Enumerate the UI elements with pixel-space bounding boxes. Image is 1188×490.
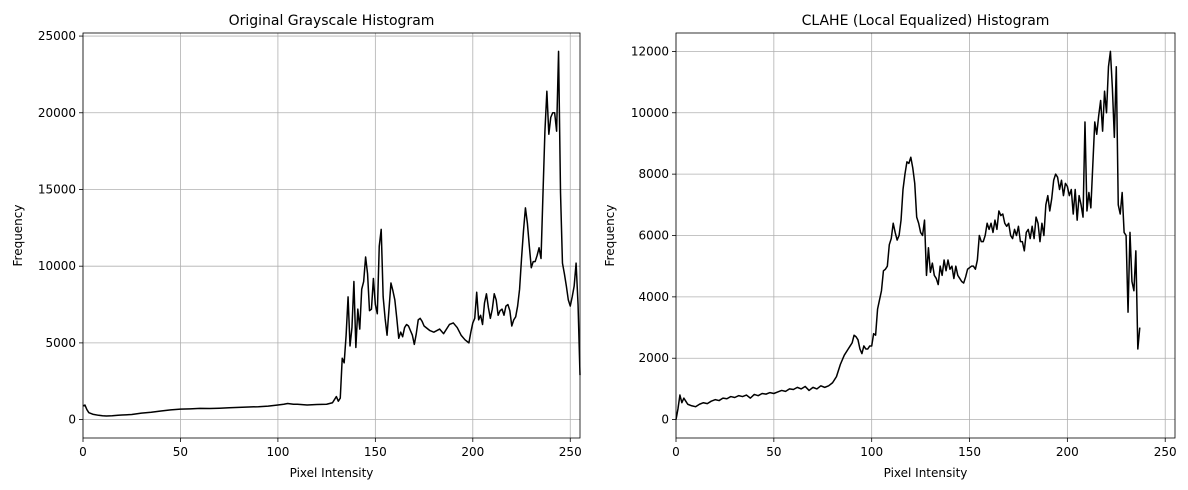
- series-line-clahe: [675, 50, 1141, 420]
- chart-title-original: Original Grayscale Histogram: [229, 13, 435, 29]
- ticks-clahe: 0 50 100 150 200 250 0 2000 4000 6000 8000 10000 120…: [631, 44, 1177, 459]
- ticks-original: 0 50 100 150 200 250 0 5000 10000 15000 20000 25000: [38, 29, 582, 459]
- grid-original: [82, 33, 580, 438]
- x-axis-label-clahe: Pixel Intensity: [884, 466, 968, 480]
- y-tick-label: 0: [661, 413, 669, 427]
- y-tick-label: 6000: [638, 229, 669, 243]
- series-line-original: [82, 50, 581, 417]
- y-tick-label: 20000: [38, 106, 76, 120]
- x-tick-label: 0: [672, 445, 680, 459]
- axes-frame-clahe: [675, 32, 1176, 439]
- chart-title-clahe: CLAHE (Local Equalized) Histogram: [802, 13, 1050, 29]
- x-tick-label: 50: [173, 445, 188, 459]
- x-tick-label: 200: [461, 445, 484, 459]
- x-tick-label: 100: [266, 445, 289, 459]
- y-tick-label: 0: [68, 413, 76, 427]
- y-tick-label: 5000: [45, 336, 76, 350]
- y-axis-label-original: Frequency: [11, 205, 25, 267]
- y-tick-label: 12000: [631, 44, 669, 58]
- y-tick-label: 8000: [638, 167, 669, 181]
- x-tick-label: 250: [559, 445, 582, 459]
- y-tick-label: 2000: [638, 351, 669, 365]
- panel-original-histogram: 0 50 100 150 200 250 0 5000 10000 15000 20000 25000…: [11, 13, 582, 480]
- x-tick-label: 150: [958, 445, 981, 459]
- y-tick-label: 25000: [38, 29, 76, 43]
- axes-frame-original: [82, 32, 581, 439]
- x-tick-label: 0: [79, 445, 87, 459]
- y-tick-label: 4000: [638, 290, 669, 304]
- x-tick-label: 250: [1154, 445, 1177, 459]
- x-tick-label: 200: [1056, 445, 1079, 459]
- y-tick-label: 15000: [38, 182, 76, 196]
- y-tick-label: 10000: [631, 106, 669, 120]
- x-tick-label: 100: [860, 445, 883, 459]
- panel-clahe-histogram: 0 50 100 150 200 250 0 2000 4000 6000 8000 10000 120…: [603, 13, 1177, 480]
- x-axis-label-original: Pixel Intensity: [290, 466, 374, 480]
- x-tick-label: 50: [766, 445, 781, 459]
- x-tick-label: 150: [364, 445, 387, 459]
- y-axis-label-clahe: Frequency: [603, 205, 617, 267]
- y-tick-label: 10000: [38, 259, 76, 273]
